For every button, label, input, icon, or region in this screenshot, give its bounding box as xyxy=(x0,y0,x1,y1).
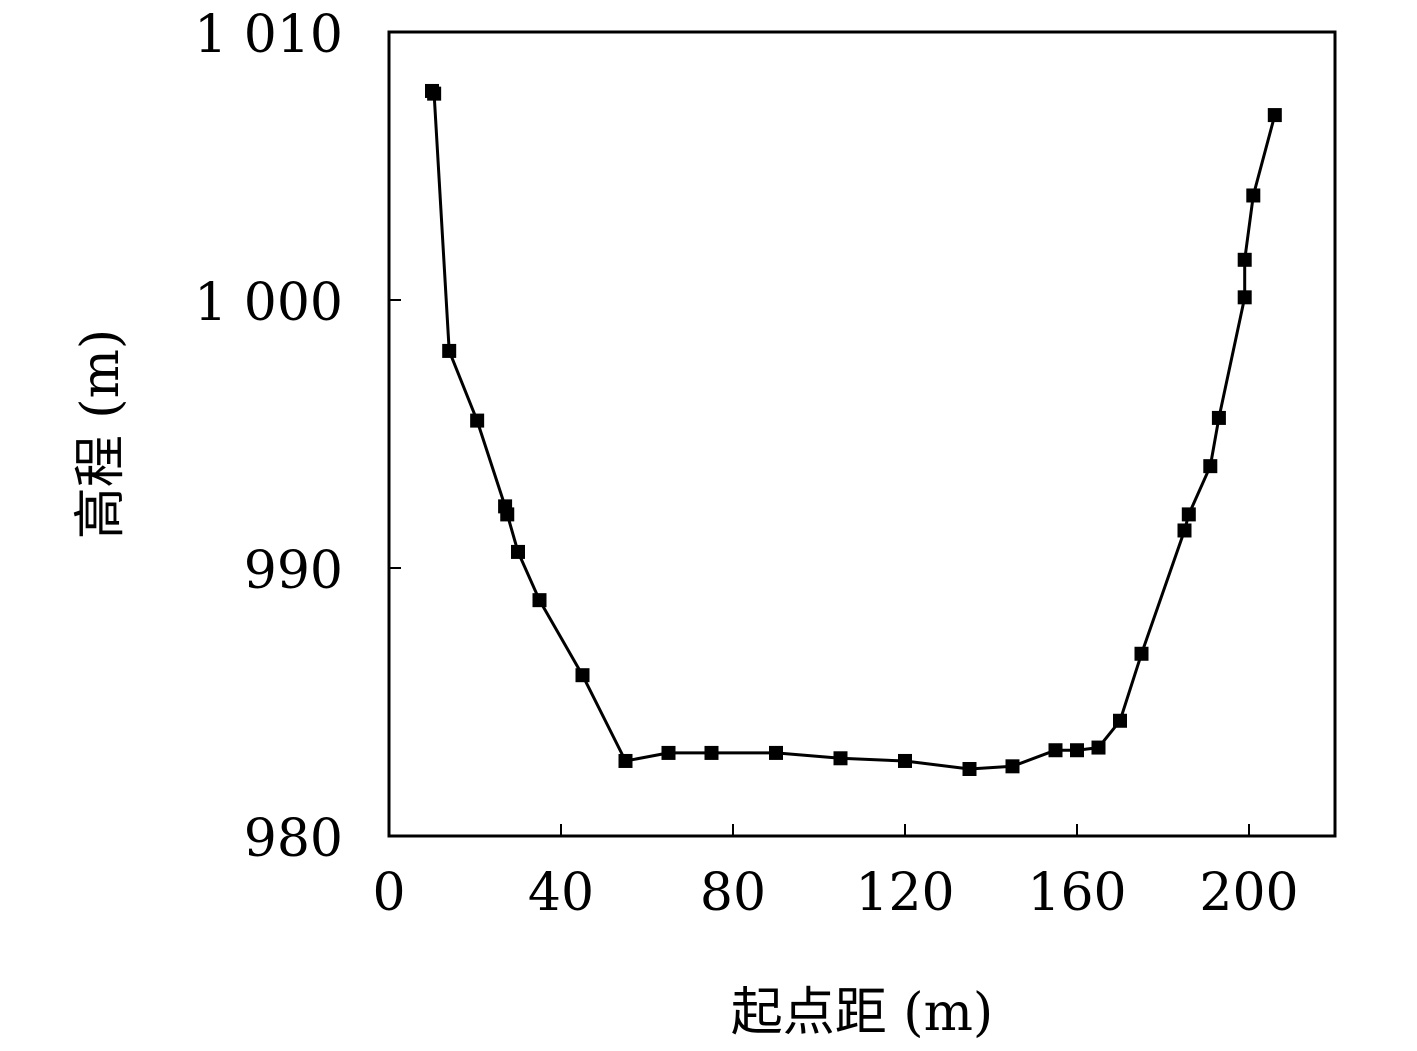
data-point-marker xyxy=(1237,290,1252,305)
data-point-marker xyxy=(704,745,719,760)
data-point-marker xyxy=(962,762,977,776)
data-point-marker xyxy=(1211,410,1226,425)
data-point-marker xyxy=(1134,646,1149,661)
x-axis-title: 起点距 (m) xyxy=(731,983,993,1043)
y-tick-label: 990 xyxy=(244,541,343,601)
data-point-marker xyxy=(618,753,633,768)
x-tick-label: 120 xyxy=(855,863,954,923)
y-tick-label: 1 010 xyxy=(194,5,343,65)
series-layer xyxy=(425,83,1282,776)
data-point-marker xyxy=(532,593,547,608)
data-point-marker xyxy=(1177,523,1192,538)
y-axis-title: 高程 (m) xyxy=(71,329,131,539)
data-point-marker xyxy=(1048,743,1063,758)
data-point-marker xyxy=(1237,252,1252,267)
data-point-marker xyxy=(1113,713,1127,728)
y-axis: 980 990 1 000 1 010 xyxy=(194,5,401,869)
data-point-marker xyxy=(442,343,457,358)
series-line xyxy=(430,90,1277,771)
plot-frame xyxy=(387,30,1337,838)
x-tick-label: 80 xyxy=(700,863,766,923)
plot-frame-group xyxy=(387,30,1337,838)
data-point-marker xyxy=(470,413,485,428)
data-point-marker xyxy=(1246,188,1261,203)
data-point-marker xyxy=(898,753,912,768)
data-point-marker xyxy=(1070,743,1084,758)
data-point-marker xyxy=(769,745,783,760)
x-tick-label: 200 xyxy=(1199,863,1298,923)
data-point-marker xyxy=(833,751,848,766)
data-point-marker xyxy=(1005,759,1020,774)
data-point-marker xyxy=(1267,108,1282,123)
x-tick-label: 40 xyxy=(528,863,594,923)
y-tick-label: 1 000 xyxy=(194,273,343,333)
data-point-marker xyxy=(1203,459,1218,474)
data-point-marker xyxy=(575,668,590,683)
x-axis: 0 40 80 120 160 200 xyxy=(372,824,1299,923)
data-point-marker xyxy=(500,507,515,522)
x-tick-label: 0 xyxy=(372,863,405,923)
data-point-marker xyxy=(427,86,442,101)
data-point-marker xyxy=(661,745,676,760)
data-point-marker xyxy=(1181,507,1196,522)
x-tick-label: 160 xyxy=(1027,863,1126,923)
y-tick-label: 980 xyxy=(244,809,343,869)
data-point-marker xyxy=(1091,740,1106,755)
data-point-marker xyxy=(511,544,525,559)
